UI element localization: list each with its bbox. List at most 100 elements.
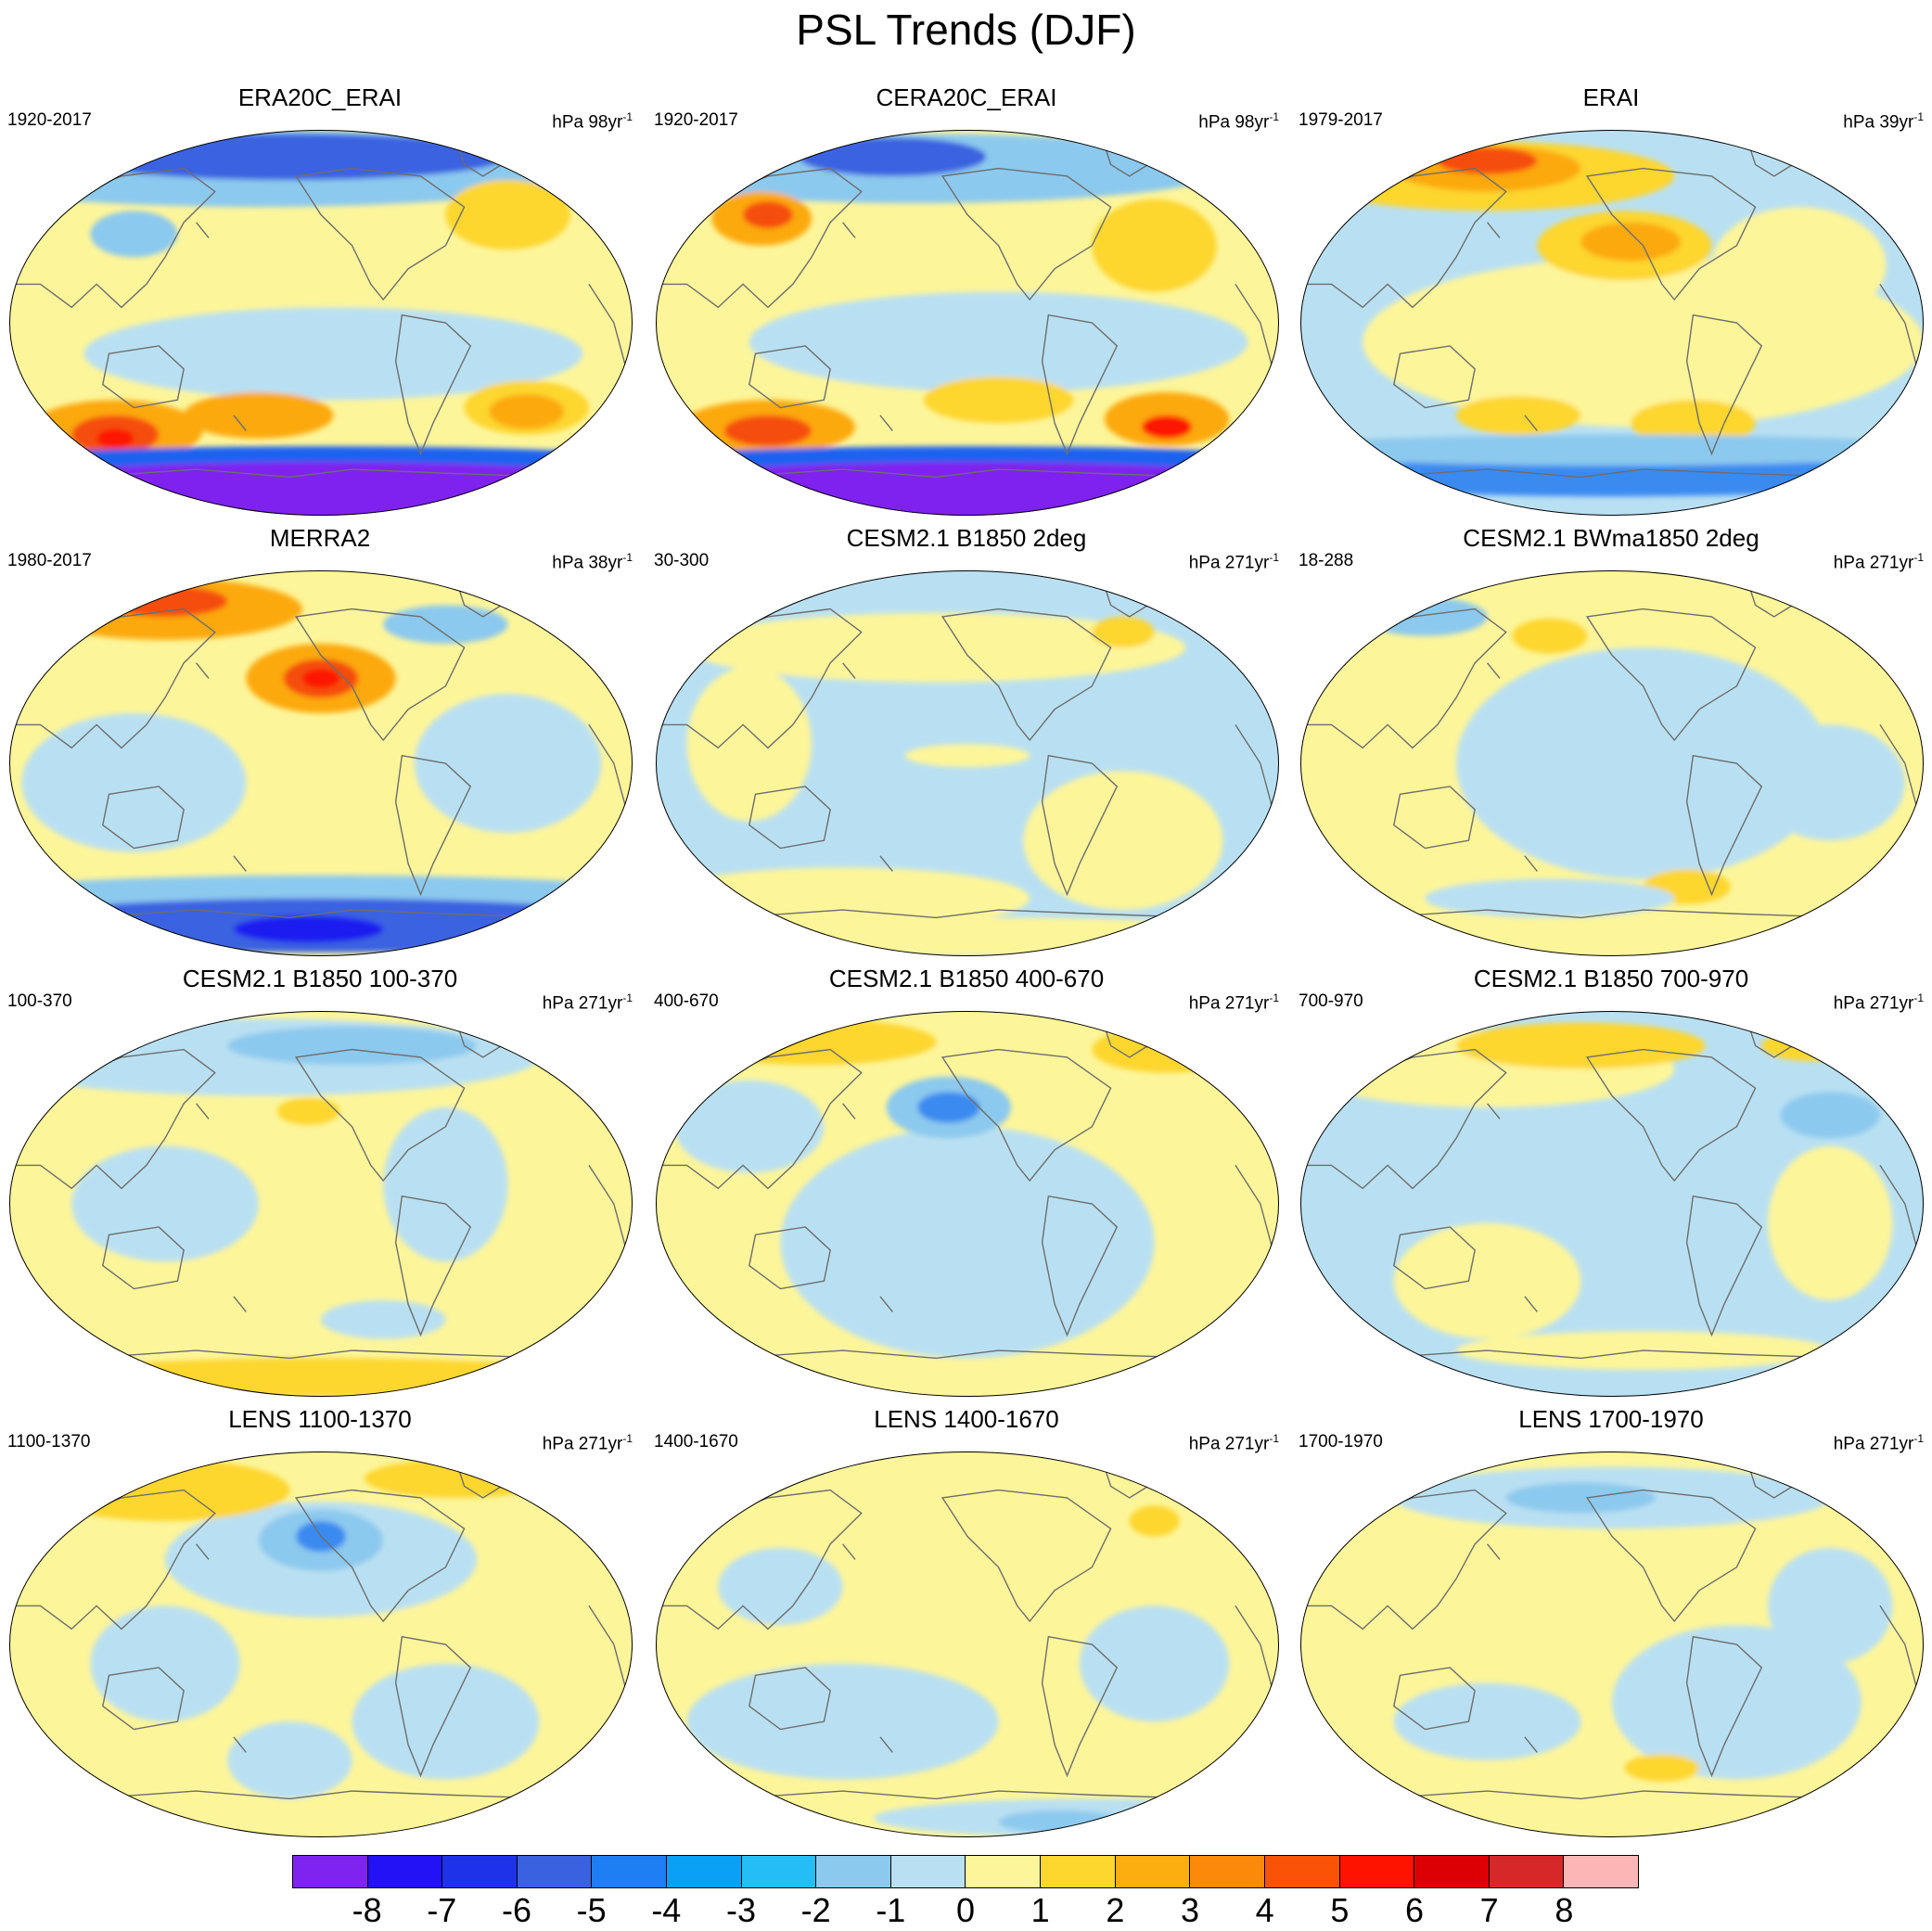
coastline-path [394, 754, 472, 897]
coastline-path [656, 1489, 863, 1630]
coastline-path [196, 222, 247, 431]
units-text: hPa 271yr [1188, 993, 1270, 1014]
coastline-path [842, 1103, 893, 1312]
trend-contour-region [1092, 1026, 1242, 1073]
panel-title: LENS 1700-1970 [1518, 1405, 1704, 1433]
trend-contour-region [1393, 1222, 1581, 1339]
trend-contour-region [227, 1721, 352, 1799]
colorbar [292, 1855, 1639, 1888]
map-panel: CERA20C_ERAI 1920-2017 hPa 98yr-1 [646, 83, 1286, 519]
main-title: PSL Trends (DJF) [796, 6, 1136, 54]
coastline-path [940, 1048, 1112, 1183]
panel-units-label: hPa 271yr-1 [543, 1427, 633, 1455]
map-border [9, 1011, 633, 1397]
panel-title: MERRA2 [269, 524, 371, 552]
trend-contour-region [904, 744, 1030, 768]
units-text: hPa 271yr [1833, 1434, 1914, 1454]
trend-contour-region [321, 1300, 446, 1339]
trend-contour-region [656, 461, 1279, 516]
units-text: hPa 271yr [542, 1434, 623, 1454]
coastlines [656, 1021, 1279, 1360]
coastline-path [294, 1048, 466, 1183]
coastline-path [1041, 1195, 1119, 1337]
units-text: hPa 271yr [1833, 553, 1914, 573]
units-exponent: -1 [1269, 1432, 1279, 1445]
trend-contour-region [1393, 1682, 1581, 1760]
trend-contour-region [489, 393, 565, 429]
trend-contour-region [686, 667, 812, 822]
panel-title: CESM2.1 B1850 100-370 [182, 965, 458, 992]
colorbar-tick-label: -8 [352, 1891, 382, 1929]
coastline-path [294, 167, 466, 301]
colorbar-swatch [592, 1856, 668, 1887]
colorbar-tick-label: 7 [1479, 1891, 1499, 1929]
trend-contour-region [1456, 647, 1831, 879]
map-border [1300, 570, 1924, 956]
trend-contour-region [1755, 724, 1905, 841]
trend-contour-region [748, 291, 1248, 392]
colorbar-swatch [442, 1856, 518, 1887]
trend-contour-region [414, 694, 602, 833]
panel-period-label: 1400-1670 [654, 1432, 738, 1451]
coastline-path [656, 1048, 863, 1190]
trend-contour-region [1768, 1548, 1893, 1664]
trend-contour-region [21, 712, 247, 852]
panel-period-label: 400-670 [654, 991, 719, 1011]
panel-units-label: hPa 98yr-1 [1198, 106, 1279, 134]
coastline-path [294, 1489, 466, 1623]
coastlines [9, 140, 633, 479]
map-panel: ERA20C_ERAI 1920-2017 hPa 98yr-1 [0, 83, 640, 519]
map-border [656, 570, 1279, 956]
panel-units-label: hPa 38yr-1 [552, 546, 633, 574]
map-projection [656, 1451, 1279, 1837]
coastline-path [294, 607, 466, 742]
trend-contour-region [1780, 1092, 1880, 1139]
coastline-path [1487, 1543, 1538, 1753]
colorbar-tick-label: -2 [800, 1891, 831, 1929]
panel-units-label: hPa 271yr-1 [1834, 1427, 1924, 1455]
trend-contour-region [686, 1663, 999, 1780]
colorbar-tick-label: 1 [1030, 1891, 1050, 1929]
map-panel: LENS 1700-1970 1700-1970 hPa 271yr-1 [1291, 1405, 1931, 1841]
colorbar-swatch [517, 1856, 593, 1887]
units-text: hPa 98yr [552, 112, 623, 133]
panel-title: LENS 1100-1370 [228, 1405, 412, 1433]
coastline-path [1041, 754, 1119, 897]
panel-units-label: hPa 271yr-1 [1834, 546, 1924, 574]
map-panel: CESM2.1 B1850 400-670 400-670 hPa 271yr-1 [646, 965, 1286, 1400]
panel-title: CESM2.1 BWma1850 2deg [1463, 524, 1759, 552]
trend-contour-region [686, 1018, 937, 1066]
colorbar-swatch [367, 1856, 443, 1887]
map-projection [9, 1011, 633, 1397]
panel-title: CESM2.1 B1850 700-970 [1473, 965, 1749, 992]
coastline-path [1585, 607, 1757, 742]
map-projection [9, 1451, 633, 1837]
trend-contour-region [1631, 400, 1756, 447]
coastline-path [102, 345, 185, 409]
coastline-path [656, 607, 863, 749]
trend-contour-region [96, 428, 134, 449]
colorbar-tick-label: -5 [576, 1891, 607, 1929]
coastline-path [1375, 1790, 1849, 1800]
panel-units-label: hPa 39yr-1 [1843, 106, 1924, 134]
coastline-path [940, 167, 1112, 301]
map-panel: LENS 1100-1370 1100-1370 hPa 271yr-1 [0, 1405, 640, 1841]
map-border [9, 570, 633, 956]
panel-period-label: 1920-2017 [7, 110, 92, 130]
colorbar-tick-label: -4 [651, 1891, 682, 1929]
trend-contour-region [1092, 198, 1217, 292]
trend-contour-region [102, 585, 228, 617]
coastline-path [730, 468, 1205, 479]
map-projection [656, 130, 1279, 516]
units-exponent: -1 [622, 1432, 633, 1445]
colorbar-tick-label: 6 [1404, 1891, 1425, 1929]
coastlines [9, 1462, 633, 1800]
coastline-path [1685, 313, 1763, 456]
coastline-path [9, 1048, 216, 1190]
units-text: hPa 271yr [1188, 1434, 1270, 1454]
coastline-path [748, 1226, 831, 1290]
colorbar-tick-label: 4 [1255, 1891, 1274, 1929]
coastline-path [394, 1195, 472, 1337]
trend-contour-region [1456, 396, 1581, 435]
units-exponent: -1 [622, 991, 633, 1004]
